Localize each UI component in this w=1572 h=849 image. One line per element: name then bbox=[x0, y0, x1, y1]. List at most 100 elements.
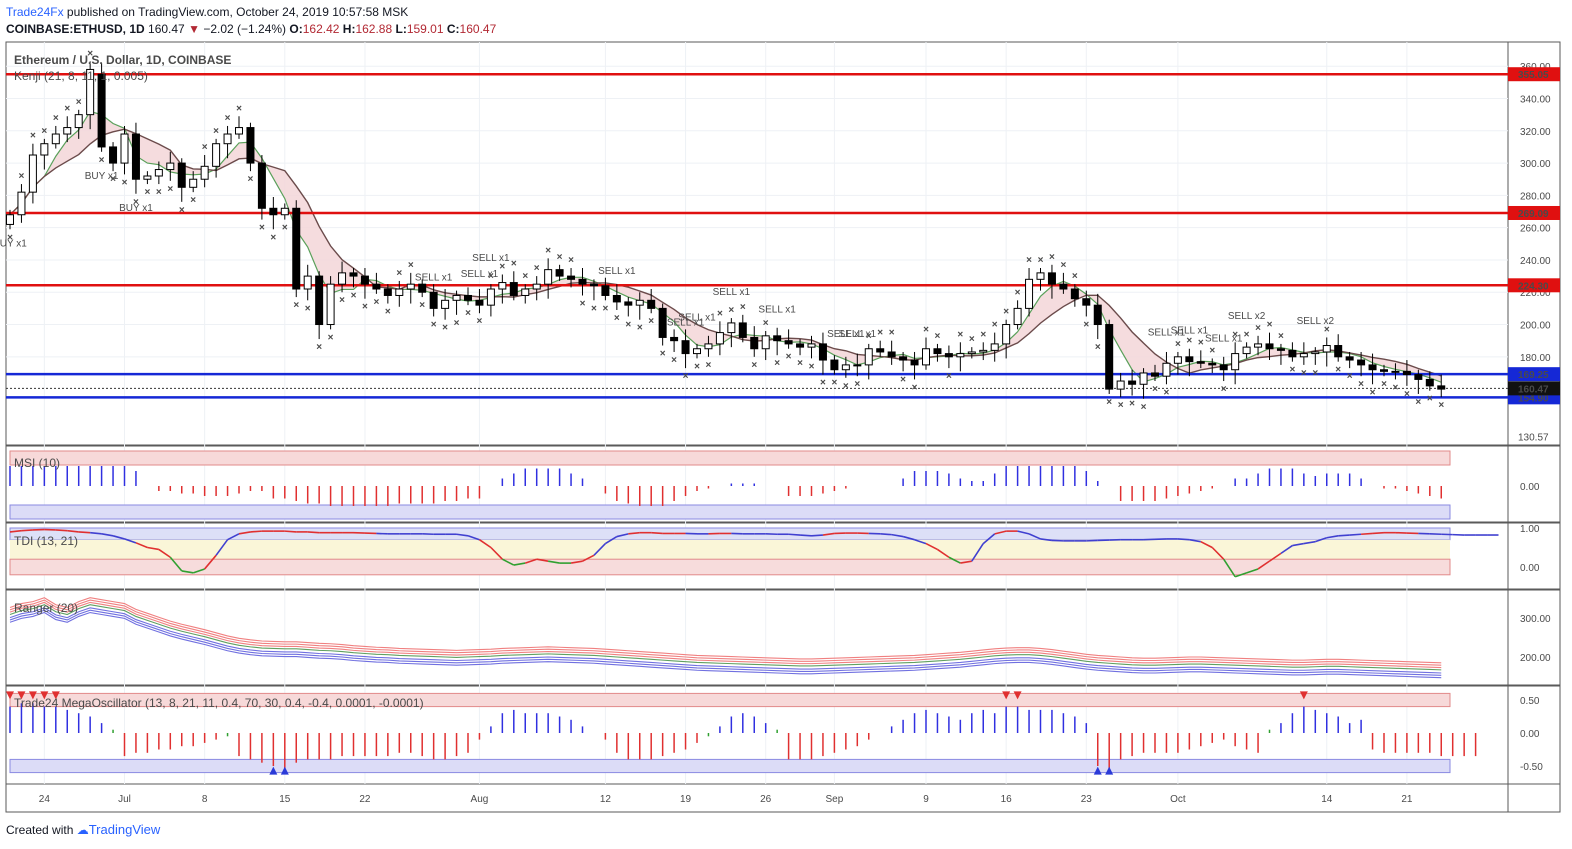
sell-marker-icon: × bbox=[1118, 400, 1124, 411]
candle-down bbox=[578, 278, 587, 285]
tdi-line-segment bbox=[948, 556, 961, 564]
candle-up bbox=[1311, 351, 1320, 355]
tdi-line-segment bbox=[593, 543, 606, 556]
candle-up bbox=[498, 282, 507, 290]
candle-up bbox=[17, 191, 26, 216]
candle-up bbox=[86, 68, 95, 116]
tdi-line-segment bbox=[55, 529, 68, 532]
sell-marker-icon: × bbox=[179, 205, 185, 216]
candle-down bbox=[475, 299, 484, 306]
tdi-line-segment bbox=[215, 539, 229, 556]
buy-marker-icon: × bbox=[877, 328, 883, 339]
tdi-line-segment bbox=[960, 560, 972, 564]
tdi-line-segment bbox=[1372, 531, 1385, 535]
tdi-line-segment bbox=[307, 531, 320, 534]
candle-up bbox=[1002, 324, 1011, 345]
candle-down bbox=[738, 322, 747, 338]
tdi-line-segment bbox=[227, 533, 240, 541]
sell-marker-icon: × bbox=[786, 352, 792, 363]
open-value: 162.42 bbox=[302, 22, 340, 36]
tdi-line-segment bbox=[238, 531, 251, 535]
tdi-line-segment bbox=[1028, 533, 1041, 540]
buy-marker-icon: × bbox=[1026, 255, 1032, 266]
sell-marker-icon: × bbox=[751, 360, 757, 371]
sell-signal-label: SELL x1 bbox=[758, 305, 796, 316]
tdi-line-segment bbox=[788, 533, 801, 536]
mega-sell-triangle-icon bbox=[6, 691, 14, 700]
candle-down bbox=[1185, 356, 1194, 363]
ranger-band-line bbox=[9, 609, 1442, 676]
ranger-band-line bbox=[9, 601, 1442, 669]
candle-down bbox=[1414, 374, 1423, 380]
buy-marker-icon: × bbox=[1232, 329, 1238, 340]
buy-marker-icon: × bbox=[202, 142, 208, 153]
sell-signal-label: SELL x1 bbox=[713, 287, 751, 298]
buy-marker-icon: × bbox=[1060, 260, 1066, 271]
candle-down bbox=[933, 348, 942, 355]
tdi-line-segment bbox=[548, 560, 560, 564]
sell-signal-label: SELL x1 bbox=[415, 272, 453, 283]
buy-marker-icon: × bbox=[1244, 329, 1250, 340]
tdi-line-segment bbox=[1189, 538, 1201, 543]
time-tick-label: 8 bbox=[202, 794, 208, 805]
candle-up bbox=[1231, 353, 1240, 371]
buy-signal-label: BUY x1 bbox=[85, 171, 119, 182]
last-price: 160.47 bbox=[148, 22, 185, 36]
candle-down bbox=[1128, 380, 1137, 385]
price-tick-label: 340.00 bbox=[1520, 95, 1551, 106]
mega-upper-band bbox=[9, 692, 1451, 708]
sell-marker-icon: × bbox=[362, 302, 368, 313]
buy-marker-icon: × bbox=[1015, 287, 1021, 298]
candle-up bbox=[200, 165, 209, 180]
candle-down bbox=[784, 340, 793, 345]
mega-buy-triangle-icon bbox=[280, 766, 289, 775]
sell-marker-icon: × bbox=[270, 232, 276, 243]
candle-up bbox=[441, 299, 450, 309]
tdi-line-segment bbox=[181, 570, 194, 574]
sell-marker-icon: × bbox=[1164, 387, 1170, 398]
sell-marker-icon: × bbox=[1095, 342, 1101, 353]
price-tick-label: 220.00 bbox=[1520, 288, 1551, 299]
buy-marker-icon: × bbox=[534, 263, 540, 274]
candle-down bbox=[418, 283, 427, 293]
buy-marker-icon: × bbox=[728, 305, 734, 316]
tdi-line-segment bbox=[284, 530, 297, 533]
level-tag bbox=[1508, 67, 1560, 82]
candle-down bbox=[1151, 372, 1159, 377]
sell-signal-label: SELL x1 bbox=[598, 266, 636, 277]
price-tick-label: 260.00 bbox=[1520, 224, 1551, 235]
kenji-indicator-label: Kenji (21, 8, 11, 1, 0.005) bbox=[14, 69, 148, 83]
tdi-line-segment bbox=[112, 535, 125, 540]
time-tick-label: 15 bbox=[279, 794, 291, 805]
candle-up bbox=[761, 335, 770, 350]
level-label: 154.90 bbox=[1518, 393, 1549, 404]
candle-up bbox=[1116, 380, 1125, 390]
candle-down bbox=[1082, 298, 1091, 306]
tdi-line-segment bbox=[1338, 534, 1350, 537]
tdi-line-segment bbox=[1211, 546, 1225, 560]
candle-down bbox=[796, 343, 805, 348]
tdi-line-segment bbox=[799, 534, 812, 537]
candle-up bbox=[841, 364, 850, 371]
tradingview-brand[interactable]: TradingView bbox=[88, 822, 161, 837]
msi-tick-label: 0.00 bbox=[1520, 482, 1540, 493]
tdi-line-segment bbox=[1177, 538, 1190, 541]
tdi-line-segment bbox=[891, 533, 904, 538]
sell-marker-icon: × bbox=[671, 355, 677, 366]
candle-up bbox=[338, 272, 347, 285]
candle-up bbox=[189, 178, 198, 188]
tdi-line-segment bbox=[1326, 535, 1339, 539]
buy-marker-icon: × bbox=[1324, 324, 1330, 335]
sell-marker-icon: × bbox=[305, 303, 311, 314]
tdi-line-segment bbox=[936, 548, 950, 558]
time-axis bbox=[5, 783, 1561, 813]
tdi-line-segment bbox=[1246, 568, 1259, 574]
sell-marker-icon: × bbox=[1404, 389, 1410, 400]
ranger-band-line bbox=[9, 599, 1442, 666]
tdi-pane-title: TDI (13, 21) bbox=[14, 534, 78, 548]
candle-down bbox=[1047, 272, 1056, 285]
sell-signal-label: SELL x1 bbox=[1148, 327, 1186, 338]
author-link[interactable]: Trade24Fx bbox=[6, 5, 64, 19]
tdi-line-segment bbox=[9, 529, 22, 533]
